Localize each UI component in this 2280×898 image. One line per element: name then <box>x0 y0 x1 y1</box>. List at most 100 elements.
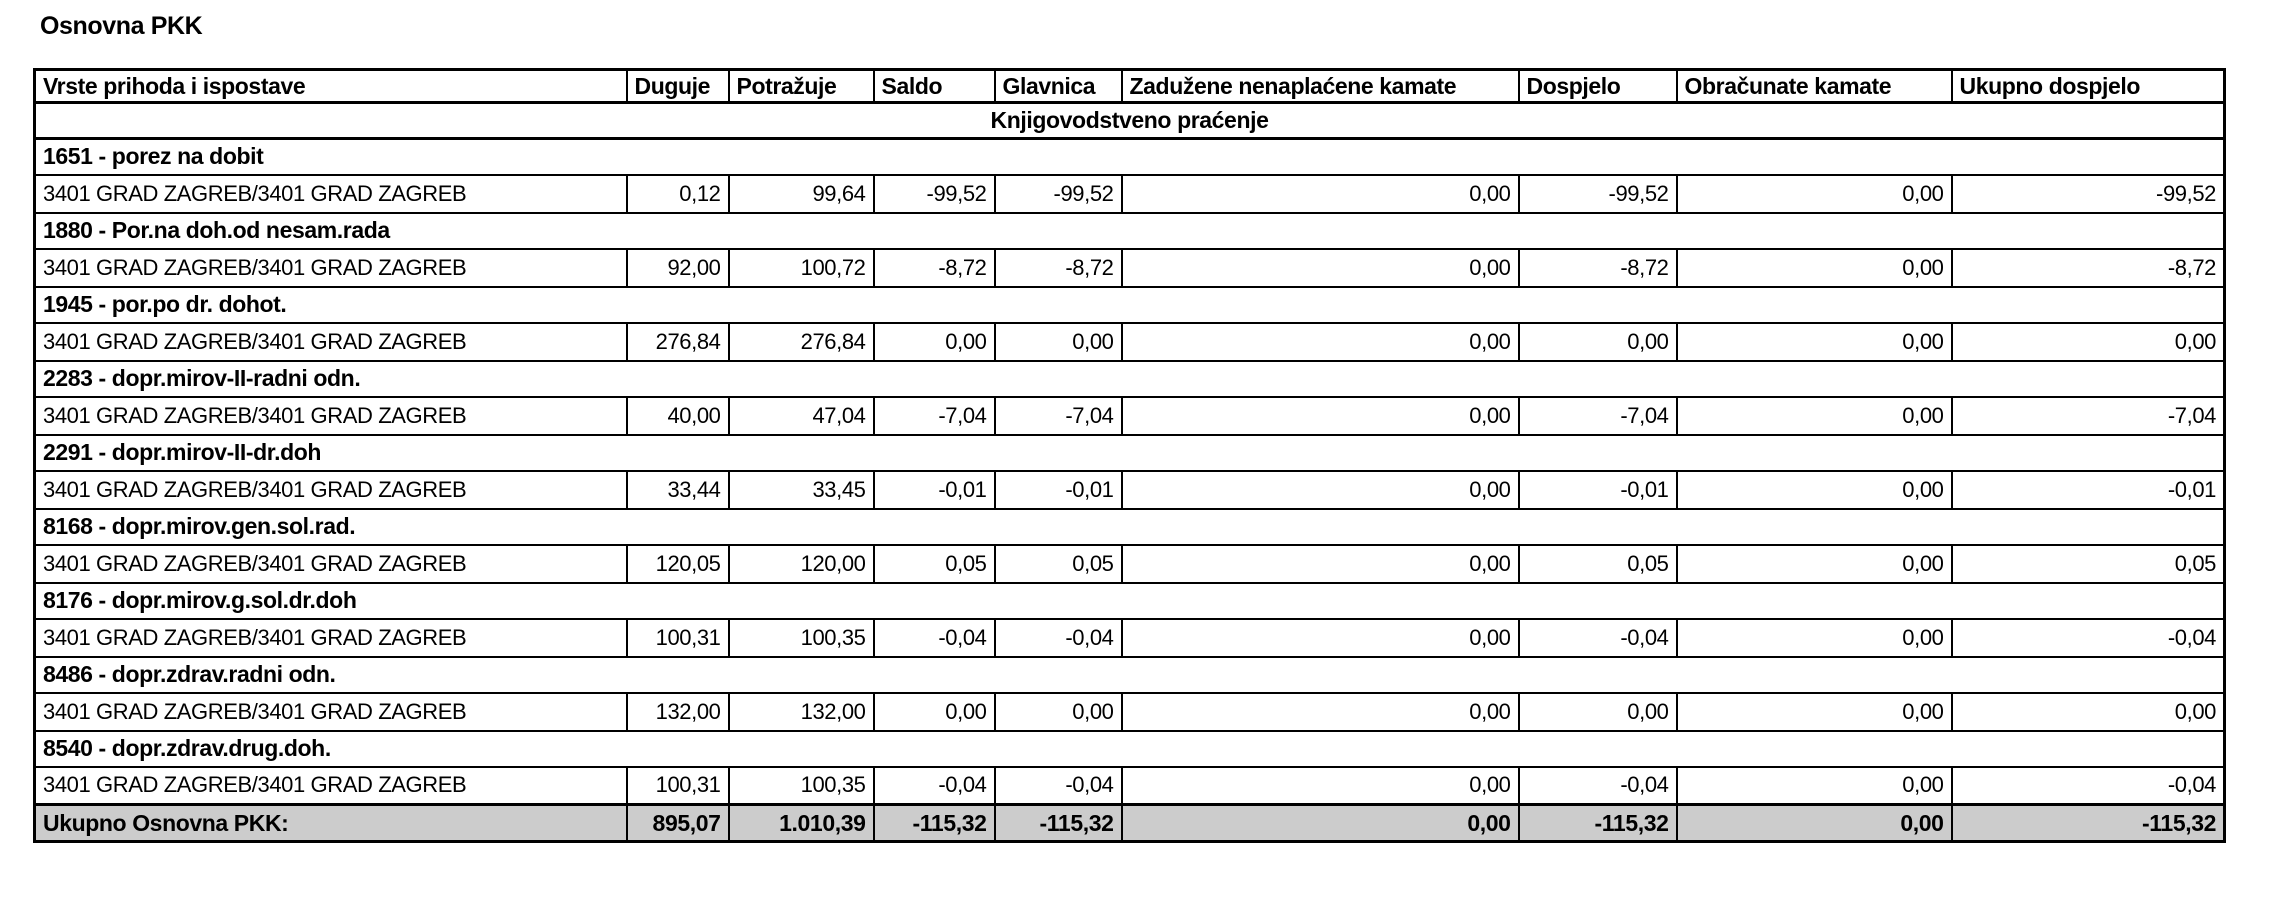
data-row: 3401 GRAD ZAGREB/3401 GRAD ZAGREB 120,05 1… <box>33 543 2226 584</box>
cell-value: 0,00 <box>872 691 996 732</box>
cell-value: 47,04 <box>727 395 875 436</box>
group-title: 8176 - dopr.mirov.g.sol.dr.doh <box>33 581 2226 620</box>
cell-value: 0,00 <box>1675 469 1953 510</box>
cell-value: 100,35 <box>727 617 875 658</box>
row-name: 3401 GRAD ZAGREB/3401 GRAD ZAGREB <box>33 543 628 584</box>
cell-value: 120,00 <box>727 543 875 584</box>
data-row: 3401 GRAD ZAGREB/3401 GRAD ZAGREB 276,84 2… <box>33 321 2226 362</box>
group-title: 2291 - dopr.mirov-II-dr.doh <box>33 433 2226 472</box>
cell-value: -99,52 <box>1517 173 1678 214</box>
total-value: -115,32 <box>1950 803 2226 843</box>
cell-value: 0,00 <box>1675 617 1953 658</box>
cell-value: -0,04 <box>872 765 996 806</box>
cell-value: 0,00 <box>1120 543 1520 584</box>
row-name: 3401 GRAD ZAGREB/3401 GRAD ZAGREB <box>33 395 628 436</box>
group-title: 8540 - dopr.zdrav.drug.doh. <box>33 729 2226 768</box>
cell-value: 0,00 <box>1120 321 1520 362</box>
cell-value: 100,35 <box>727 765 875 806</box>
group-title: 8486 - dopr.zdrav.radni odn. <box>33 655 2226 694</box>
cell-value: 0,05 <box>1950 543 2226 584</box>
total-value: -115,32 <box>1517 803 1678 843</box>
group-title-row: 8176 - dopr.mirov.g.sol.dr.doh <box>33 581 2226 620</box>
cell-value: -0,01 <box>993 469 1123 510</box>
cell-value: 0,12 <box>625 173 730 214</box>
cell-value: -7,04 <box>872 395 996 436</box>
page-title: Osnovna PKK <box>40 12 203 40</box>
cell-value: -0,04 <box>1517 617 1678 658</box>
cell-value: 33,44 <box>625 469 730 510</box>
cell-value: 0,00 <box>1675 247 1953 288</box>
cell-value: 0,00 <box>1675 395 1953 436</box>
cell-value: -99,52 <box>993 173 1123 214</box>
group-title: 8168 - dopr.mirov.gen.sol.rad. <box>33 507 2226 546</box>
cell-value: -0,01 <box>1950 469 2226 510</box>
cell-value: -7,04 <box>1517 395 1678 436</box>
cell-value: 0,05 <box>1517 543 1678 584</box>
group-title: 1945 - por.po dr. dohot. <box>33 285 2226 324</box>
cell-value: -8,72 <box>1517 247 1678 288</box>
column-header-0: Vrste prihoda i ispostave <box>33 68 628 104</box>
cell-value: 99,64 <box>727 173 875 214</box>
cell-value: 0,00 <box>1120 765 1520 806</box>
column-header-7: Obračunate kamate <box>1675 68 1953 104</box>
column-header-6: Dospjelo <box>1517 68 1678 104</box>
total-value: 895,07 <box>625 803 730 843</box>
cell-value: 0,00 <box>1950 321 2226 362</box>
data-row: 3401 GRAD ZAGREB/3401 GRAD ZAGREB 100,31 1… <box>33 765 2226 806</box>
cell-value: 0,00 <box>993 321 1123 362</box>
row-name: 3401 GRAD ZAGREB/3401 GRAD ZAGREB <box>33 173 628 214</box>
cell-value: -99,52 <box>872 173 996 214</box>
pkk-report-table: Vrste prihoda i ispostave Duguje Potražuje… <box>33 68 2226 843</box>
column-header-4: Glavnica <box>993 68 1123 104</box>
group-title-row: 8486 - dopr.zdrav.radni odn. <box>33 655 2226 694</box>
cell-value: 0,00 <box>1675 691 1953 732</box>
cell-value: -0,04 <box>1950 765 2226 806</box>
data-row: 3401 GRAD ZAGREB/3401 GRAD ZAGREB 33,44 33… <box>33 469 2226 510</box>
row-name: 3401 GRAD ZAGREB/3401 GRAD ZAGREB <box>33 617 628 658</box>
cell-value: -8,72 <box>1950 247 2226 288</box>
cell-value: 0,00 <box>1950 691 2226 732</box>
cell-value: 0,00 <box>872 321 996 362</box>
cell-value: -7,04 <box>993 395 1123 436</box>
row-name: 3401 GRAD ZAGREB/3401 GRAD ZAGREB <box>33 321 628 362</box>
cell-value: 0,00 <box>1517 691 1678 732</box>
cell-value: 0,00 <box>993 691 1123 732</box>
cell-value: 0,00 <box>1120 247 1520 288</box>
group-title-row: 1651 - porez na dobit <box>33 137 2226 176</box>
total-value: 1.010,39 <box>727 803 875 843</box>
column-header-2: Potražuje <box>727 68 875 104</box>
cell-value: 0,00 <box>1675 321 1953 362</box>
section-header-row: Knjigovodstveno praćenje <box>33 101 2226 140</box>
group-title-row: 1880 - Por.na doh.od nesam.rada <box>33 211 2226 250</box>
cell-value: 33,45 <box>727 469 875 510</box>
cell-value: 92,00 <box>625 247 730 288</box>
group-title: 1880 - Por.na doh.od nesam.rada <box>33 211 2226 250</box>
cell-value: 100,72 <box>727 247 875 288</box>
row-name: 3401 GRAD ZAGREB/3401 GRAD ZAGREB <box>33 469 628 510</box>
cell-value: 0,00 <box>1120 395 1520 436</box>
table-header-row: Vrste prihoda i ispostave Duguje Potražuje… <box>33 68 2226 104</box>
cell-value: -0,04 <box>872 617 996 658</box>
column-header-5: Zadužene nenaplaćene kamate <box>1120 68 1520 104</box>
cell-value: 132,00 <box>625 691 730 732</box>
total-value: 0,00 <box>1120 803 1520 843</box>
cell-value: 0,00 <box>1120 691 1520 732</box>
row-name: 3401 GRAD ZAGREB/3401 GRAD ZAGREB <box>33 247 628 288</box>
cell-value: 0,00 <box>1120 469 1520 510</box>
group-title-row: 8540 - dopr.zdrav.drug.doh. <box>33 729 2226 768</box>
total-label: Ukupno Osnovna PKK: <box>33 803 628 843</box>
section-header: Knjigovodstveno praćenje <box>33 101 2226 140</box>
group-title-row: 2291 - dopr.mirov-II-dr.doh <box>33 433 2226 472</box>
cell-value: -8,72 <box>993 247 1123 288</box>
group-title-row: 8168 - dopr.mirov.gen.sol.rad. <box>33 507 2226 546</box>
cell-value: 0,00 <box>1517 321 1678 362</box>
cell-value: 0,00 <box>1120 617 1520 658</box>
data-row: 3401 GRAD ZAGREB/3401 GRAD ZAGREB 40,00 47… <box>33 395 2226 436</box>
group-title: 1651 - porez na dobit <box>33 137 2226 176</box>
cell-value: -0,04 <box>993 765 1123 806</box>
cell-value: -99,52 <box>1950 173 2226 214</box>
total-value: -115,32 <box>993 803 1123 843</box>
cell-value: 132,00 <box>727 691 875 732</box>
total-value: 0,00 <box>1675 803 1953 843</box>
column-header-3: Saldo <box>872 68 996 104</box>
